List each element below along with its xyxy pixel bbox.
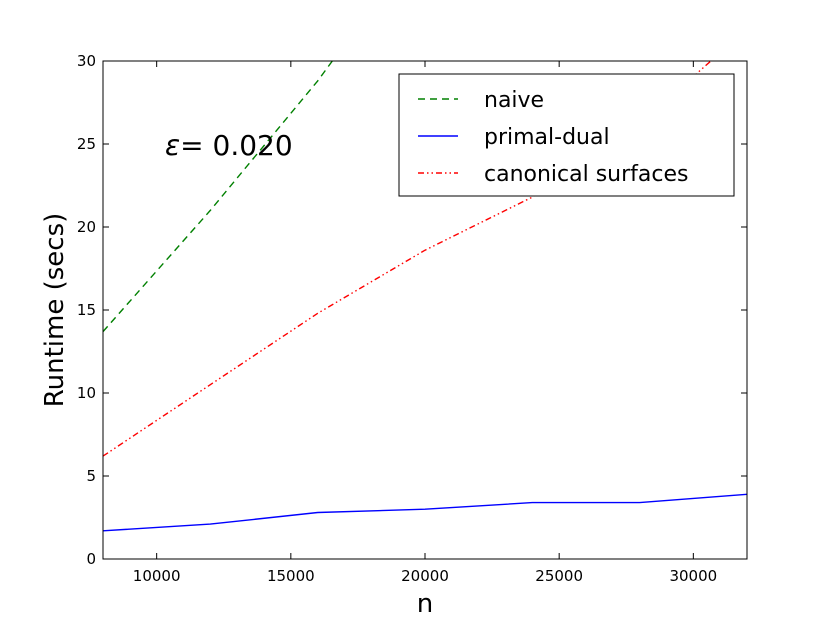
y-tick-label: 15 xyxy=(77,301,96,319)
legend-label: canonical surfaces xyxy=(484,162,689,187)
x-axis-title: n xyxy=(417,589,433,619)
series-line-naive xyxy=(103,61,334,333)
x-tick-label: 25000 xyxy=(535,567,583,585)
ticks-layer: 10000 15000 20000 25000 30000 0 5 10 15 20 25 30 xyxy=(77,52,747,585)
legend-label: primal-dual xyxy=(484,125,610,150)
y-tick-label: 30 xyxy=(77,52,96,70)
legend: naive primal-dual canonical surfaces xyxy=(398,73,735,197)
legend-label: naive xyxy=(484,88,544,113)
epsilon-annotation: ε= 0.020 xyxy=(165,129,293,162)
y-tick-label: 10 xyxy=(77,384,96,402)
y-tick-label: 25 xyxy=(77,135,96,153)
epsilon-value: = 0.020 xyxy=(180,129,293,162)
x-tick-label: 10000 xyxy=(133,567,181,585)
x-tick-label: 15000 xyxy=(267,567,315,585)
y-tick-label: 0 xyxy=(86,550,96,568)
x-tick-label: 20000 xyxy=(401,567,449,585)
y-axis-title: Runtime (secs) xyxy=(40,213,70,408)
x-tick-label: 30000 xyxy=(669,567,717,585)
y-tick-label: 5 xyxy=(86,467,96,485)
series-line-primal-dual xyxy=(103,493,747,532)
epsilon-symbol: ε xyxy=(165,129,180,162)
y-tick-label: 20 xyxy=(77,218,96,236)
legend-box xyxy=(398,73,735,197)
